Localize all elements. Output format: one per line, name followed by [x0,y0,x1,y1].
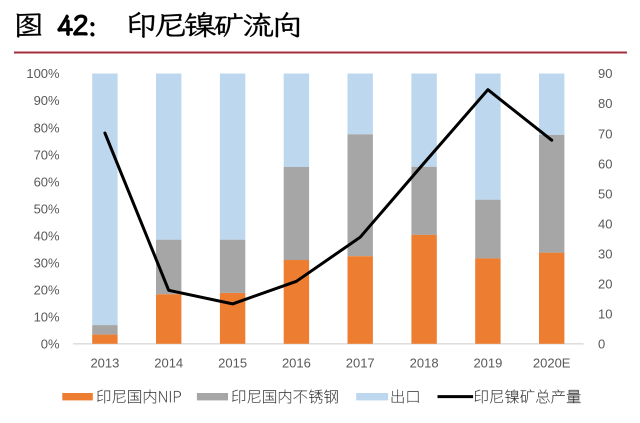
svg-text:60: 60 [598,156,612,171]
svg-text:0%: 0% [41,337,60,352]
svg-text:20: 20 [598,276,612,291]
svg-text:90%: 90% [34,93,60,108]
svg-text:50: 50 [598,186,612,201]
svg-text:2013: 2013 [90,356,119,371]
svg-text:0: 0 [598,337,605,352]
svg-text:40%: 40% [34,228,60,243]
svg-text:60%: 60% [34,174,60,189]
svg-text:10: 10 [598,306,612,321]
svg-text:50%: 50% [34,201,60,216]
svg-text:2016: 2016 [282,356,311,371]
svg-text:40: 40 [598,216,612,231]
svg-text:2019: 2019 [473,356,502,371]
svg-text:30: 30 [598,246,612,261]
svg-text:100%: 100% [26,66,60,81]
svg-text:70%: 70% [34,147,60,162]
svg-text:20%: 20% [34,282,60,297]
svg-text:2014: 2014 [154,356,183,371]
svg-text:80: 80 [598,96,612,111]
svg-text:90: 90 [598,66,612,81]
svg-text:2018: 2018 [410,356,439,371]
svg-text:70: 70 [598,126,612,141]
svg-text:2017: 2017 [346,356,375,371]
svg-text:10%: 10% [34,310,60,325]
svg-text:2020E: 2020E [533,356,571,371]
svg-text:80%: 80% [34,120,60,135]
svg-text:30%: 30% [34,255,60,270]
svg-text:2015: 2015 [218,356,247,371]
